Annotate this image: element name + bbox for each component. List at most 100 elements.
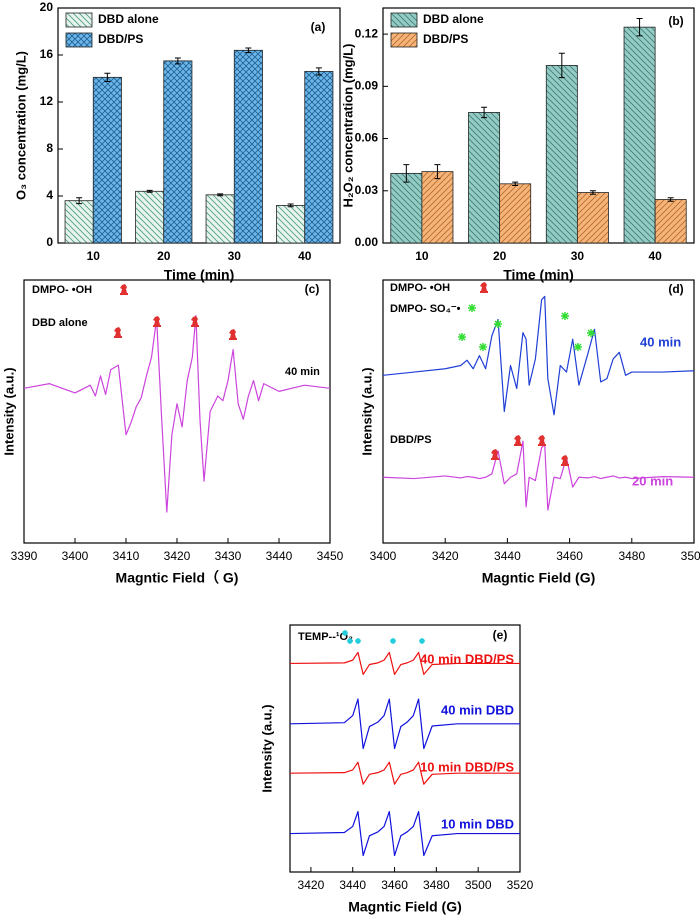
radical-icon [574,343,582,351]
spectrum-line [289,698,520,750]
x-tick-label: 3400 [62,549,89,563]
spectrum-line [289,811,520,857]
error-bar [403,164,410,183]
bar [205,194,235,244]
radical-icon [494,320,502,328]
radical-icon [191,316,199,327]
legend-label: DBD alone [423,12,484,26]
x-tick-label: 30 [228,249,242,263]
radical-icon [561,455,569,466]
x-tick-label: 30 [571,249,585,263]
error-bar [558,52,565,79]
x-tick-label: 40 [298,249,312,263]
y-tick-label: 12 [40,94,54,108]
radical-icon [120,284,128,295]
annotation: TEMP--¹O₂ [298,631,353,643]
x-tick-label: 3440 [339,878,366,892]
series-label: 10 min DBD [441,816,514,831]
bar [304,71,334,244]
legend-swatch [65,32,93,48]
annotation: DBD/PS [390,434,432,446]
series-label: 40 min DBD/PS [420,651,514,666]
x-tick-label: 3460 [556,549,583,563]
error-bar [512,181,519,187]
x-axis-label: Magntic Field (G) [348,899,462,915]
error-bar [589,190,596,195]
x-tick-label: 3450 [317,549,344,563]
y-tick-label: 16 [40,47,54,61]
spectrum-line [289,761,520,785]
y-tick-label: 0.09 [355,79,379,93]
series-label: 40 min DBD [441,702,514,717]
x-tick-label: 3480 [423,878,450,892]
annotation: DMPO- •OH [390,282,450,294]
bar [233,49,263,244]
spectrum-line [23,314,331,513]
series-label: 20 min [632,473,673,488]
error-bar [315,67,322,76]
error-bar [104,72,111,82]
x-tick-label: 3420 [432,549,459,563]
y-tick-label: 0.06 [355,131,379,145]
radical-icon [355,638,361,644]
x-tick-label: 3500 [681,549,700,563]
x-tick-label: 3400 [370,549,397,563]
spectrum-line [289,651,520,675]
panel-label: (b) [668,14,683,28]
y-tick-label: 4 [46,188,53,202]
radical-icon [229,329,237,340]
y-tick-label: 0.03 [355,183,379,197]
x-axis-label: Time (min) [503,267,574,283]
y-axis-label: H₂O₂ concentration (mg/L) [340,44,355,208]
x-tick-label: 40 [648,249,662,263]
legend-swatch [390,32,418,48]
error-bar [636,17,643,37]
plot-frame [382,7,695,244]
bar [623,26,656,244]
error-bar [287,203,294,208]
bar [390,172,423,244]
x-axis-label: Magntic Field（ G) [116,570,239,586]
x-axis-label: Magntic Field (G) [482,570,596,586]
radical-icon [587,329,595,337]
y-axis-label: Intensity (a.u.) [1,367,16,455]
error-bar [245,47,252,54]
x-tick-label: 3390 [11,549,38,563]
bar [654,199,687,244]
panel-label: (e) [493,628,508,642]
bar [576,192,609,244]
spectrum-line [382,295,695,416]
error-bar [76,197,83,205]
bar [545,65,578,244]
radical-icon [514,435,522,446]
annotation: DBD alone [32,317,88,329]
y-tick-label: 20 [40,0,54,14]
annotation: DMPO- SO₄⁻• [390,303,461,315]
x-tick-label: 3480 [618,549,645,563]
plot-frame [382,279,695,544]
radical-icon [538,435,546,446]
radical-icon [479,343,487,351]
legend-swatch [65,12,93,28]
bar [276,204,306,244]
bar [499,183,532,244]
y-tick-label: 0.00 [355,235,379,249]
annotation: DMPO- •OH [32,284,92,296]
x-tick-label: 3430 [215,549,242,563]
bar [64,200,94,244]
x-tick-label: 3420 [164,549,191,563]
y-axis-label: Intensity (a.u.) [359,367,374,455]
radical-icon [347,638,353,644]
x-tick-label: 3420 [298,878,325,892]
radical-icon [468,304,476,312]
x-tick-label: 3440 [266,549,293,563]
bar [92,76,122,244]
legend-swatch [390,12,418,28]
error-bar [667,197,674,202]
x-tick-label: 3440 [494,549,521,563]
radical-icon [153,316,161,327]
error-bar [217,193,224,197]
bar [421,171,454,244]
radical-icon [458,333,466,341]
